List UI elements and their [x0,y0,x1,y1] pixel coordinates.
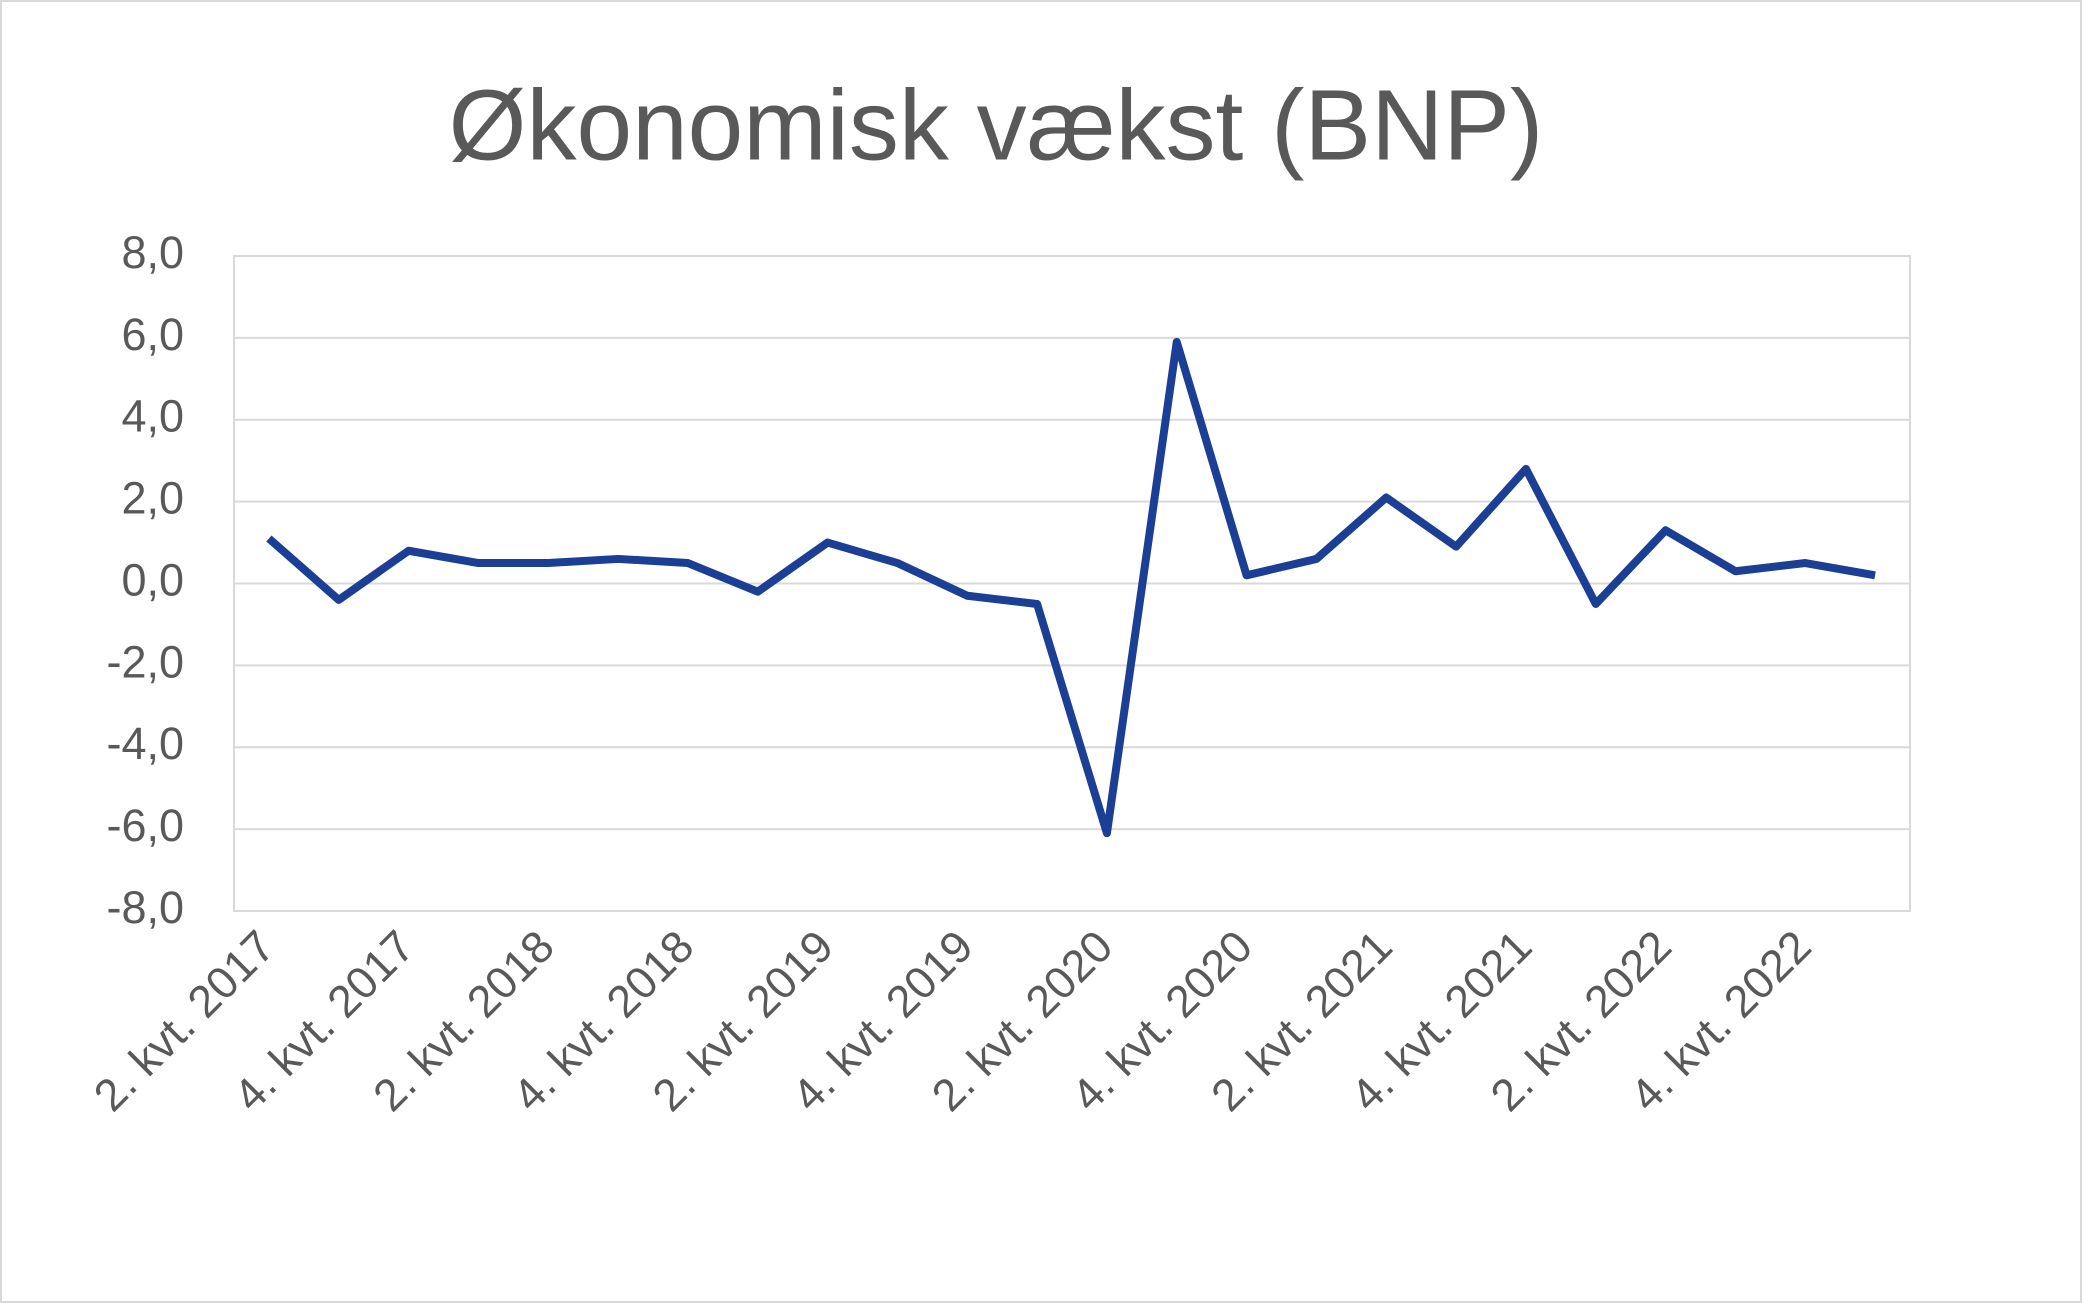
line-series [266,337,1876,838]
plot-border [233,255,1911,912]
y-tick-label: 6,0 [121,309,184,360]
y-tick-label: 0,0 [121,554,184,605]
y-tick-label: -8,0 [106,882,184,933]
chart-title: Økonomisk vækst (BNP) [449,69,1544,181]
y-tick-label: 2,0 [121,473,184,524]
y-tick-label: -2,0 [106,636,184,687]
y-tick-label: -6,0 [106,800,184,851]
y-tick-label: 8,0 [121,227,184,278]
y-tick-label: -4,0 [106,718,184,769]
y-tick-label: 4,0 [121,391,184,442]
